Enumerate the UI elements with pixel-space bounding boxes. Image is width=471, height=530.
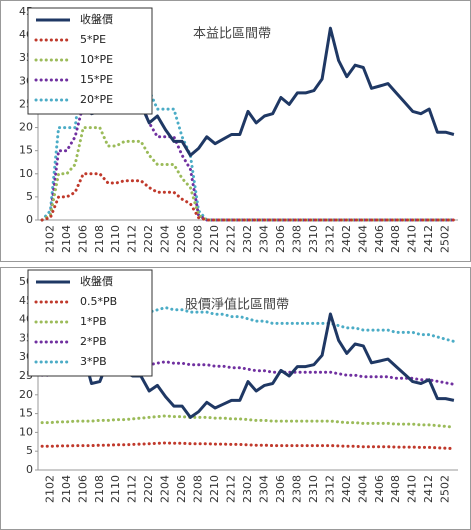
x-tick-label: 2212 bbox=[225, 475, 238, 503]
legend-label: 收盤價 bbox=[80, 12, 113, 26]
x-tick-label: 2306 bbox=[274, 475, 287, 503]
x-tick-label: 2102 bbox=[43, 225, 56, 253]
x-tick-label: 2204 bbox=[159, 225, 172, 253]
legend-label: 3*PB bbox=[80, 355, 107, 368]
x-tick-label: 2406 bbox=[373, 475, 386, 503]
x-tick-label: 2108 bbox=[93, 475, 106, 503]
x-tick-label: 2502 bbox=[439, 475, 452, 503]
x-tick-label: 2202 bbox=[142, 475, 155, 503]
x-tick-label: 2104 bbox=[60, 475, 73, 503]
y-tick-label: 10 bbox=[19, 425, 33, 438]
series-line bbox=[40, 360, 456, 386]
legend-label: 2*PB bbox=[80, 335, 107, 348]
legend-label: 15*PE bbox=[80, 73, 113, 86]
x-tick-label: 2306 bbox=[274, 225, 287, 253]
y-tick-label: 20 bbox=[19, 388, 33, 401]
chart-title: 本益比區間帶 bbox=[193, 27, 271, 42]
legend-label: 10*PE bbox=[80, 53, 113, 66]
x-tick-label: 2304 bbox=[257, 225, 270, 253]
series-line bbox=[40, 306, 456, 343]
x-tick-label: 2112 bbox=[126, 225, 139, 253]
y-tick-label: 15 bbox=[19, 144, 33, 157]
y-tick-label: 10 bbox=[19, 167, 33, 180]
y-tick-label: 5 bbox=[26, 190, 33, 203]
x-tick-label: 2408 bbox=[389, 225, 402, 253]
x-tick-label: 2410 bbox=[406, 225, 419, 253]
x-tick-label: 2212 bbox=[225, 225, 238, 253]
x-tick-label: 2310 bbox=[307, 475, 320, 503]
x-tick-label: 2410 bbox=[406, 475, 419, 503]
x-tick-label: 2206 bbox=[175, 475, 188, 503]
x-tick-label: 2210 bbox=[208, 225, 221, 253]
x-tick-label: 2304 bbox=[257, 475, 270, 503]
legend-label: 20*PE bbox=[80, 93, 113, 106]
series-line bbox=[40, 172, 456, 222]
legend-label: 5*PE bbox=[80, 33, 106, 46]
legend-label: 收盤價 bbox=[80, 274, 113, 288]
x-tick-label: 2208 bbox=[192, 475, 205, 503]
x-tick-label: 2406 bbox=[373, 225, 386, 253]
x-tick-label: 2302 bbox=[241, 225, 254, 253]
y-tick-label: 15 bbox=[19, 407, 33, 420]
x-tick-label: 2308 bbox=[290, 225, 303, 253]
x-tick-label: 2308 bbox=[290, 475, 303, 503]
x-tick-label: 2310 bbox=[307, 225, 320, 253]
x-tick-label: 2412 bbox=[422, 225, 435, 253]
y-tick-label: 0 bbox=[26, 463, 33, 476]
x-tick-label: 2204 bbox=[159, 475, 172, 503]
x-tick-label: 2402 bbox=[340, 225, 353, 253]
x-tick-label: 2110 bbox=[109, 475, 122, 503]
x-tick-label: 2312 bbox=[323, 475, 336, 503]
x-tick-label: 2104 bbox=[60, 225, 73, 253]
x-tick-label: 2502 bbox=[439, 225, 452, 253]
chart-title: 股價淨值比區間帶 bbox=[185, 297, 289, 313]
legend-box bbox=[27, 269, 153, 377]
x-tick-label: 2206 bbox=[175, 225, 188, 253]
x-tick-label: 2408 bbox=[389, 475, 402, 503]
x-tick-label: 2312 bbox=[323, 225, 336, 253]
y-tick-label: 5 bbox=[26, 444, 33, 457]
x-tick-label: 2404 bbox=[356, 475, 369, 503]
x-tick-label: 2208 bbox=[192, 225, 205, 253]
x-tick-label: 2412 bbox=[422, 475, 435, 503]
x-tick-label: 2402 bbox=[340, 475, 353, 503]
legend-box bbox=[27, 7, 153, 115]
x-tick-label: 2404 bbox=[356, 225, 369, 253]
x-tick-label: 2302 bbox=[241, 475, 254, 503]
x-tick-label: 2210 bbox=[208, 475, 221, 503]
legend-label: 1*PB bbox=[80, 315, 107, 328]
x-tick-label: 2106 bbox=[76, 225, 89, 253]
x-tick-label: 2102 bbox=[43, 475, 56, 503]
y-tick-label: 20 bbox=[19, 121, 33, 134]
y-tick-label: 0 bbox=[26, 213, 33, 226]
x-tick-label: 2202 bbox=[142, 225, 155, 253]
x-tick-label: 2108 bbox=[93, 225, 106, 253]
x-tick-label: 2106 bbox=[76, 475, 89, 503]
x-tick-label: 2112 bbox=[126, 475, 139, 503]
legend-label: 0.5*PB bbox=[80, 295, 117, 308]
x-tick-label: 2110 bbox=[109, 225, 122, 253]
